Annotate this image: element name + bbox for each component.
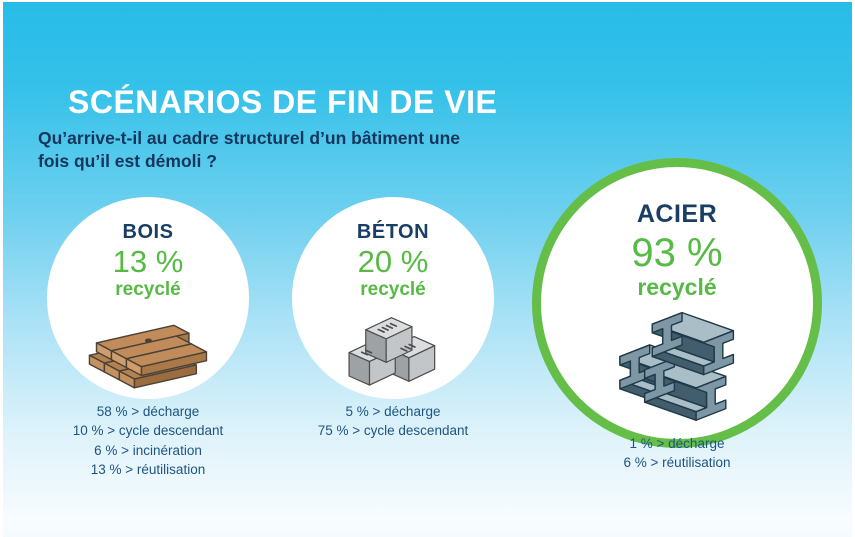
stats-acier: 1 % > décharge 6 % > réutilisation	[537, 434, 817, 473]
recycled-label: recyclé	[115, 278, 181, 300]
material-name: ACIER	[636, 200, 718, 228]
recycled-label: recyclé	[360, 278, 426, 300]
stats-bois: 58 % > décharge 10 % > cycle descendant …	[8, 402, 288, 480]
subtitle: Qu’arrive-t-il au cadre structurel d’un …	[38, 127, 460, 173]
recycled-percent: 13 %	[112, 244, 184, 279]
stat-line: 6 % > réutilisation	[623, 455, 731, 471]
subtitle-line-2: fois qu’il est démoli ?	[38, 151, 217, 171]
block-slots	[360, 322, 416, 356]
material-circle-bois: BOIS 13 % recyclé	[47, 197, 249, 399]
stat-line: 58 % > décharge	[96, 404, 200, 419]
recycled-percent: 20 %	[357, 244, 429, 279]
stat-line: 10 % > cycle descendant	[72, 423, 224, 439]
subtitle-line-1: Qu’arrive-t-il au cadre structurel d’un …	[38, 128, 461, 148]
stat-line: 75 % > cycle descendant	[317, 423, 469, 439]
stat-line: 1 % > décharge	[629, 436, 725, 451]
concrete-blocks-icon	[348, 316, 436, 386]
material-name: BÉTON	[356, 221, 430, 243]
stat-line: 13 % > réutilisation	[90, 462, 206, 478]
page-title: SCÉNARIOS DE FIN DE VIE	[68, 84, 498, 120]
recycled-percent: 93 %	[631, 231, 723, 275]
stat-line: 5 % > décharge	[345, 404, 441, 419]
material-name: BOIS	[122, 221, 174, 243]
wood-planks-icon	[88, 324, 208, 389]
stat-line: 6 % > incinération	[94, 442, 202, 458]
material-circle-acier: ACIER 93 % recyclé	[532, 158, 822, 448]
steel-beams-icon	[619, 311, 735, 421]
material-circle-beton: BÉTON 20 % recyclé	[292, 197, 494, 399]
recycled-label: recyclé	[637, 274, 717, 300]
stats-beton: 5 % > décharge 75 % > cycle descendant	[253, 402, 533, 441]
wood-knot	[144, 338, 152, 343]
